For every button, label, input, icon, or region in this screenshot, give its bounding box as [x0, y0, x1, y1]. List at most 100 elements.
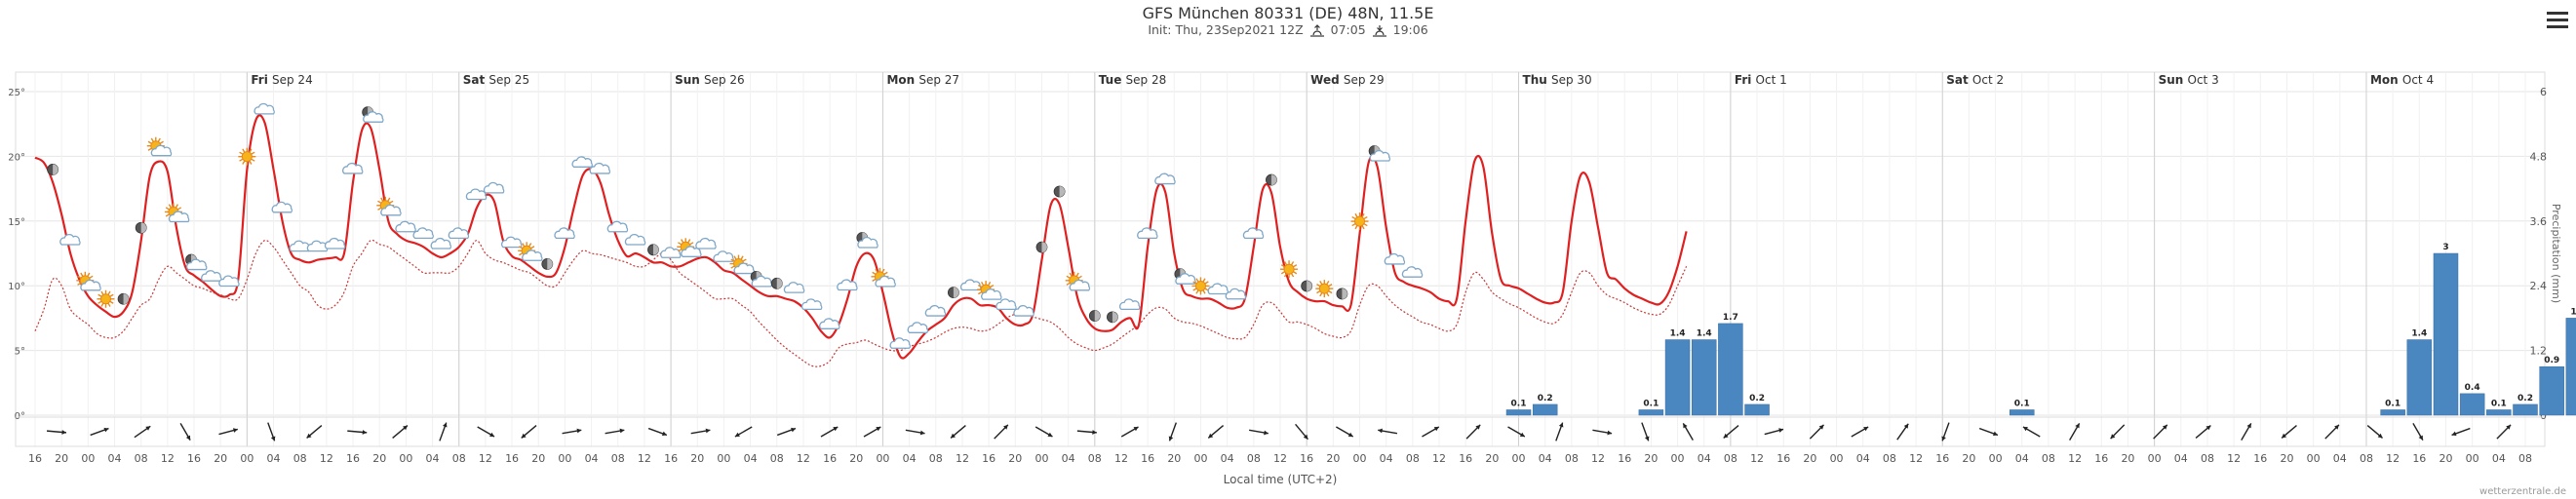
- weather-moon-icon: [1053, 185, 1066, 198]
- wind-arrow: [562, 428, 582, 435]
- x-tick-label: 12: [1591, 452, 1605, 465]
- precipitation-label: 1.8: [2570, 307, 2576, 317]
- x-tick-label: 12: [479, 452, 492, 465]
- x-tick-label: 08: [1724, 452, 1737, 465]
- x-axis-label: Local time (UTC+2): [1224, 473, 1338, 486]
- weather-sun-cloud-icon: [518, 242, 543, 261]
- day-header: Fri Sep 24: [251, 73, 312, 87]
- weather-cloud-icon: [448, 227, 470, 240]
- weather-cloud-icon: [1225, 288, 1247, 300]
- wind-arrow: [218, 428, 238, 436]
- weather-sun-icon: [1280, 260, 1299, 279]
- day-header: Mon Sep 27: [886, 73, 959, 87]
- x-tick-label: 20: [531, 452, 545, 465]
- x-tick-label: 08: [2360, 452, 2373, 465]
- x-tick-label: 00: [2148, 452, 2162, 465]
- x-tick-label: 20: [55, 452, 68, 465]
- weather-cloud-icon: [783, 282, 805, 293]
- x-tick-label: 04: [1539, 452, 1552, 465]
- wind-arrow: [2281, 425, 2297, 439]
- weather-cloud-icon: [660, 247, 682, 258]
- x-tick-label: 16: [2253, 452, 2267, 465]
- weather-moon-cloud-icon: [185, 253, 208, 271]
- wind-arrow: [1336, 426, 1354, 438]
- x-tick-label: 04: [267, 452, 281, 465]
- weather-moon-icon: [647, 244, 659, 256]
- y-left-tick-label: 5°: [15, 347, 25, 358]
- x-tick-label: 04: [1221, 452, 1234, 465]
- x-tick-label: 12: [161, 452, 175, 465]
- weather-cloud-icon: [837, 279, 858, 291]
- weather-cloud-icon: [1207, 283, 1229, 295]
- x-tick-label: 00: [1353, 452, 1367, 465]
- weather-moon-icon: [948, 287, 959, 299]
- wind-arrow: [2153, 424, 2168, 440]
- wind-arrow: [1851, 426, 1869, 438]
- y-right-tick-label: 0: [2540, 409, 2547, 422]
- wind-arrow: [134, 425, 151, 439]
- y-left-tick-label: 15°: [8, 217, 25, 228]
- precipitation-label: 1.4: [1670, 329, 1686, 339]
- precipitation-bar: [2380, 409, 2405, 416]
- x-tick-label: 20: [1485, 452, 1499, 465]
- weather-cloud-icon: [59, 233, 81, 246]
- wind-arrow: [1507, 426, 1526, 438]
- weather-cloud-icon: [1384, 252, 1406, 265]
- precipitation-bar: [2459, 393, 2485, 416]
- weather-cloud-icon: [324, 237, 346, 250]
- wind-arrow: [1207, 425, 1225, 439]
- precipitation-bar: [1718, 323, 1743, 416]
- x-tick-label: 04: [108, 452, 122, 465]
- hamburger-menu-icon[interactable]: [2547, 12, 2568, 29]
- wind-arrow: [1168, 422, 1177, 441]
- wind-arrow: [439, 422, 448, 441]
- x-tick-label: 08: [1088, 452, 1102, 465]
- precipitation-label: 1.4: [2411, 329, 2427, 339]
- wind-arrow: [347, 430, 368, 435]
- wind-arrow: [1809, 424, 1824, 440]
- x-tick-label: 12: [1114, 452, 1128, 465]
- x-tick-label: 04: [2174, 452, 2188, 465]
- sunrise-icon: [1309, 23, 1324, 37]
- x-tick-label: 08: [2042, 452, 2055, 465]
- wind-arrow: [905, 429, 925, 436]
- wind-arrow: [734, 426, 753, 438]
- weather-cloud-icon: [412, 227, 434, 240]
- weather-cloud-icon: [1401, 266, 1424, 278]
- weather-sun-icon: [238, 147, 256, 166]
- weather-sun-cloud-icon: [977, 281, 1002, 300]
- weather-cloud-icon: [1013, 305, 1034, 317]
- y-right-tick-label: 3.6: [2530, 215, 2548, 228]
- precipitation-label: 0.1: [2014, 399, 2030, 408]
- y-right-tick-label: 2.4: [2530, 280, 2548, 292]
- wind-arrow: [1896, 423, 1909, 441]
- x-tick-label: 12: [1273, 452, 1287, 465]
- x-tick-label: 20: [1644, 452, 1658, 465]
- weather-cloud-icon: [819, 318, 840, 329]
- precipitation-label: 0.1: [1511, 399, 1527, 408]
- wind-arrow: [2069, 422, 2081, 441]
- x-tick-label: 04: [2333, 452, 2347, 465]
- wind-arrow: [2110, 424, 2126, 440]
- precipitation-label: 0.9: [2544, 356, 2559, 365]
- x-tick-label: 00: [558, 452, 571, 465]
- weather-moon-icon: [1301, 280, 1313, 292]
- x-tick-label: 16: [1141, 452, 1154, 465]
- weather-moon-icon: [1107, 311, 1118, 324]
- x-tick-label: 04: [585, 452, 599, 465]
- precipitation-bar: [2406, 339, 2433, 416]
- weather-cloud-icon: [889, 337, 911, 349]
- x-tick-label: 12: [1432, 452, 1446, 465]
- wind-arrow: [2324, 424, 2340, 440]
- weather-sun-cloud-icon: [376, 196, 402, 216]
- precipitation-bar: [1664, 339, 1691, 416]
- x-tick-label: 08: [1565, 452, 1579, 465]
- wind-arrow: [2366, 425, 2383, 439]
- wind-arrow: [1978, 427, 1999, 437]
- wind-arrow: [1422, 426, 1440, 438]
- wind-arrow: [2022, 426, 2041, 438]
- x-tick-label: 16: [2094, 452, 2108, 465]
- wind-arrow: [46, 430, 67, 435]
- weather-moon-cloud-icon: [1174, 268, 1196, 285]
- wind-arrow: [1682, 422, 1694, 441]
